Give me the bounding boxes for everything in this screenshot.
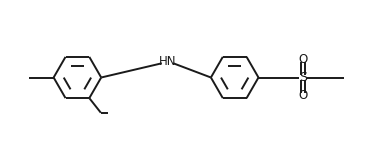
Text: S: S bbox=[299, 71, 307, 84]
Text: O: O bbox=[298, 89, 308, 102]
Text: HN: HN bbox=[159, 55, 176, 68]
Text: O: O bbox=[298, 53, 308, 66]
